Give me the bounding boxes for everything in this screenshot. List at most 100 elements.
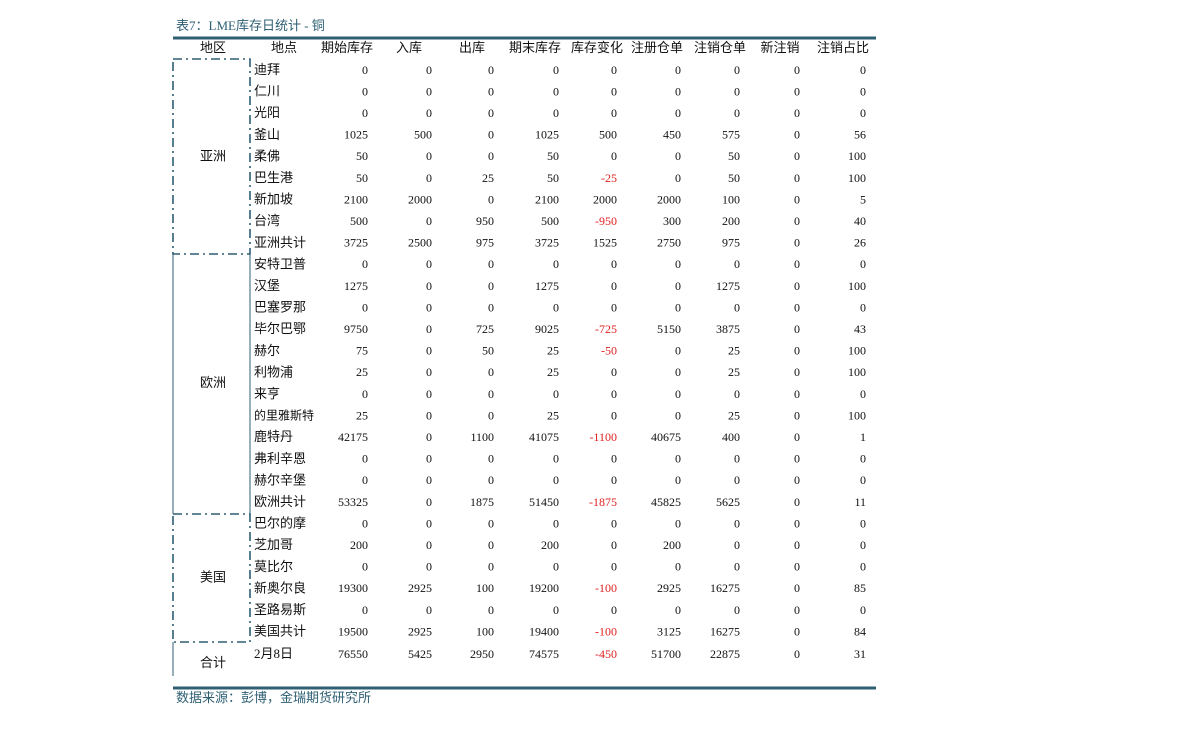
cell-value: 0	[553, 560, 559, 574]
cell-value: 25	[547, 365, 559, 379]
cell-value: 0	[794, 63, 800, 77]
table-title: 表7：LME库存日统计 - 铜	[176, 18, 325, 33]
cell-value: 51450	[529, 495, 559, 509]
cell-value: 19200	[529, 581, 559, 595]
cell-value: 0	[611, 84, 617, 98]
cell-value: 500	[599, 128, 617, 142]
cell-value: 25	[356, 365, 368, 379]
cell-value: 0	[488, 279, 494, 293]
cell-value: 0	[426, 322, 432, 336]
cell-value: 0	[794, 560, 800, 574]
cell-value: 0	[488, 84, 494, 98]
cell-value: 0	[734, 516, 740, 530]
cell-value: 11	[854, 495, 866, 509]
cell-value: 45825	[651, 495, 681, 509]
cell-value: 0	[794, 624, 800, 638]
cell-value: 0	[611, 257, 617, 271]
cell-value: 0	[794, 516, 800, 530]
cell-value: 0	[794, 257, 800, 271]
cell-value: 0	[794, 408, 800, 422]
cell-value: 2000	[593, 192, 617, 206]
cell-value: -25	[601, 171, 617, 185]
location: 仁川	[254, 84, 280, 99]
cell-value: 25	[728, 344, 740, 358]
cell-value: 0	[426, 300, 432, 314]
cell-value: 9025	[535, 322, 559, 336]
cell-value: 0	[553, 516, 559, 530]
cell-value: 53325	[338, 495, 368, 509]
location: 亚洲共计	[254, 235, 306, 250]
cell-value: 100	[848, 279, 866, 293]
region-label: 亚洲	[200, 148, 226, 163]
cell-value: 450	[663, 128, 681, 142]
cell-value: 0	[553, 257, 559, 271]
location: 安特卫普	[254, 256, 306, 271]
cell-value: 0	[488, 387, 494, 401]
cell-value: 22875	[710, 647, 740, 661]
cell-value: 25	[728, 365, 740, 379]
cell-value: 2925	[408, 624, 432, 638]
column-header: 出库	[459, 40, 485, 55]
cell-value: 3125	[657, 624, 681, 638]
cell-value: 0	[734, 452, 740, 466]
cell-value: 0	[675, 452, 681, 466]
cell-value: 0	[426, 214, 432, 228]
cell-value: -450	[595, 647, 617, 661]
cell-value: 200	[541, 538, 559, 552]
cell-value: 0	[794, 365, 800, 379]
cell-value: 0	[611, 63, 617, 77]
cell-value: 0	[794, 452, 800, 466]
cell-value: 50	[728, 171, 740, 185]
location: 巴生港	[254, 170, 293, 185]
cell-value: 0	[362, 560, 368, 574]
cell-value: 300	[663, 214, 681, 228]
cell-value: -725	[595, 322, 617, 336]
cell-value: 0	[794, 214, 800, 228]
cell-value: 0	[426, 603, 432, 617]
cell-value: 9750	[344, 322, 368, 336]
location: 台湾	[254, 213, 280, 228]
cell-value: 50	[728, 149, 740, 163]
cell-value: 0	[553, 300, 559, 314]
location: 鹿特丹	[254, 429, 293, 444]
cell-value: 43	[854, 322, 866, 336]
cell-value: 0	[794, 149, 800, 163]
location: 巴塞罗那	[254, 300, 306, 315]
cell-value: 3725	[344, 236, 368, 250]
cell-value: 2000	[657, 192, 681, 206]
location: 莫比尔	[254, 559, 293, 574]
cell-value: 0	[426, 63, 432, 77]
location: 美国共计	[254, 624, 306, 639]
cell-value: 0	[488, 473, 494, 487]
cell-value: 19500	[338, 624, 368, 638]
cell-value: 0	[734, 63, 740, 77]
cell-value: 0	[362, 84, 368, 98]
cell-value: 0	[794, 300, 800, 314]
cell-value: 200	[722, 214, 740, 228]
cell-value: 0	[362, 603, 368, 617]
cell-value: 2000	[408, 192, 432, 206]
cell-value: 0	[362, 387, 368, 401]
cell-value: 0	[794, 128, 800, 142]
cell-value: 0	[426, 473, 432, 487]
location: 的里雅斯特	[254, 407, 314, 422]
cell-value: 0	[675, 149, 681, 163]
cell-value: 0	[675, 516, 681, 530]
cell-value: -100	[595, 581, 617, 595]
cell-value: 0	[488, 516, 494, 530]
column-header: 新注销	[760, 40, 799, 55]
cell-value: 0	[860, 257, 866, 271]
cell-value: 200	[350, 538, 368, 552]
column-header: 库存变化	[571, 40, 623, 55]
location: 芝加哥	[254, 537, 293, 552]
cell-value: 1100	[470, 430, 494, 444]
cell-value: 100	[476, 624, 494, 638]
cell-value: 0	[362, 473, 368, 487]
cell-value: 0	[860, 84, 866, 98]
cell-value: 500	[350, 214, 368, 228]
cell-value: 0	[488, 452, 494, 466]
cell-value: 0	[794, 344, 800, 358]
cell-value: 16275	[710, 624, 740, 638]
cell-value: 0	[426, 106, 432, 120]
cell-value: 0	[794, 581, 800, 595]
